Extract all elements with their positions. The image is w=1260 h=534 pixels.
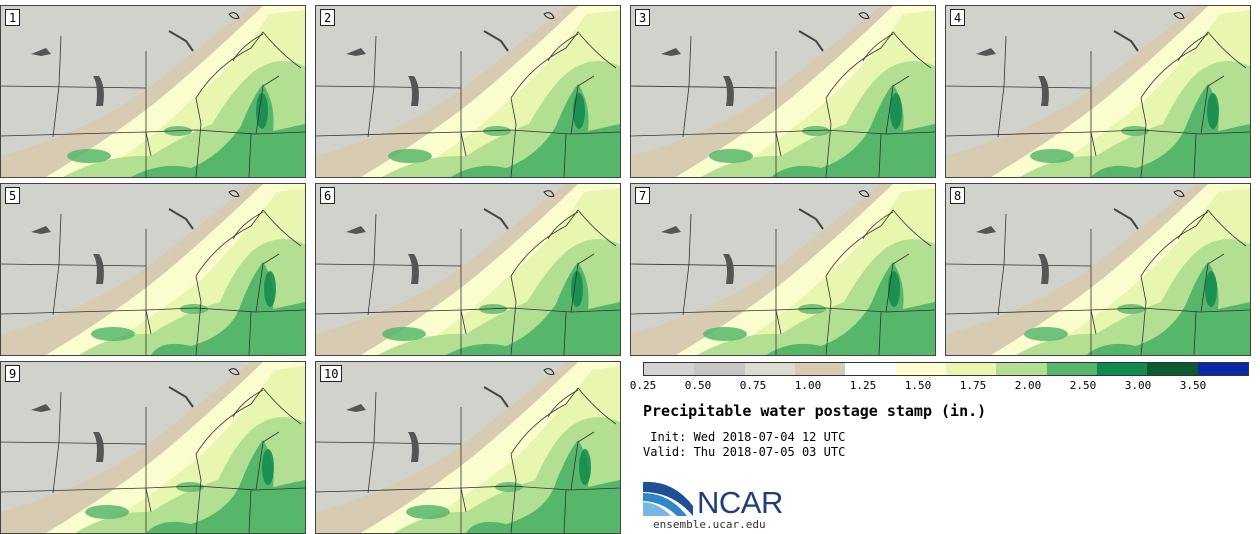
- colorbar-tick: 0.75: [739, 379, 767, 392]
- member-label: 9: [5, 365, 21, 382]
- colorbar-tick: 2.50: [1069, 379, 1097, 392]
- colorbar-segment: [644, 363, 695, 375]
- ncar-logo-icon: [643, 481, 693, 516]
- map-panel-2: 2: [315, 5, 621, 178]
- member-label: 4: [950, 9, 966, 26]
- pw-map: [1, 362, 305, 533]
- pw-map: [316, 6, 620, 177]
- map-panel-4: 4: [945, 5, 1251, 178]
- pw-map: [946, 6, 1250, 177]
- colorbar-segment: [1197, 363, 1248, 375]
- map-panel-10: 10: [315, 361, 621, 534]
- colorbar: [643, 362, 1249, 376]
- colorbar-segment: [945, 363, 997, 375]
- pw-map: [316, 362, 620, 533]
- map-panel-8: 8: [945, 183, 1251, 356]
- map-panel-1: 1: [0, 5, 306, 178]
- pw-map: [1, 6, 305, 177]
- pw-map: [316, 184, 620, 355]
- member-label: 3: [635, 9, 651, 26]
- colorbar-tick: 0.50: [684, 379, 712, 392]
- colorbar-tick: 0.25: [629, 379, 657, 392]
- colorbar-segment: [744, 363, 795, 375]
- colorbar-segment: [996, 363, 1047, 375]
- colorbar-tick: 3.00: [1124, 379, 1152, 392]
- logo-url: ensemble.ucar.edu: [653, 518, 766, 531]
- colorbar-segment: [895, 363, 946, 375]
- pw-map: [631, 184, 935, 355]
- map-panel-6: 6: [315, 183, 621, 356]
- colorbar-tick: 1.50: [904, 379, 932, 392]
- colorbar-tick: 1.25: [849, 379, 877, 392]
- member-label: 1: [5, 9, 21, 26]
- figure-title: Precipitable water postage stamp (in.): [643, 402, 987, 420]
- colorbar-tick: 3.50: [1179, 379, 1207, 392]
- map-panel-5: 5: [0, 183, 306, 356]
- pw-map: [631, 6, 935, 177]
- valid-time: Valid: Thu 2018-07-05 03 UTC: [643, 445, 846, 459]
- member-label: 10: [320, 365, 343, 382]
- member-label: 2: [320, 9, 336, 26]
- colorbar-segment: [1147, 363, 1198, 375]
- map-panel-3: 3: [630, 5, 936, 178]
- colorbar-segment: [1046, 363, 1097, 375]
- map-panel-7: 7: [630, 183, 936, 356]
- member-label: 6: [320, 187, 336, 204]
- colorbar-segment: [845, 363, 896, 375]
- colorbar-tick: 2.00: [1014, 379, 1042, 392]
- colorbar-segment: [694, 363, 745, 375]
- init-time: Init: Wed 2018-07-04 12 UTC: [643, 430, 846, 444]
- colorbar-tick: 1.00: [794, 379, 822, 392]
- colorbar-segment: [794, 363, 846, 375]
- member-label: 7: [635, 187, 651, 204]
- colorbar-tick: 1.75: [959, 379, 987, 392]
- pw-map: [946, 184, 1250, 355]
- colorbar-segment: [1096, 363, 1148, 375]
- logo-text: NCAR: [697, 485, 783, 520]
- member-label: 8: [950, 187, 966, 204]
- member-label: 5: [5, 187, 21, 204]
- map-panel-9: 9: [0, 361, 306, 534]
- pw-map: [1, 184, 305, 355]
